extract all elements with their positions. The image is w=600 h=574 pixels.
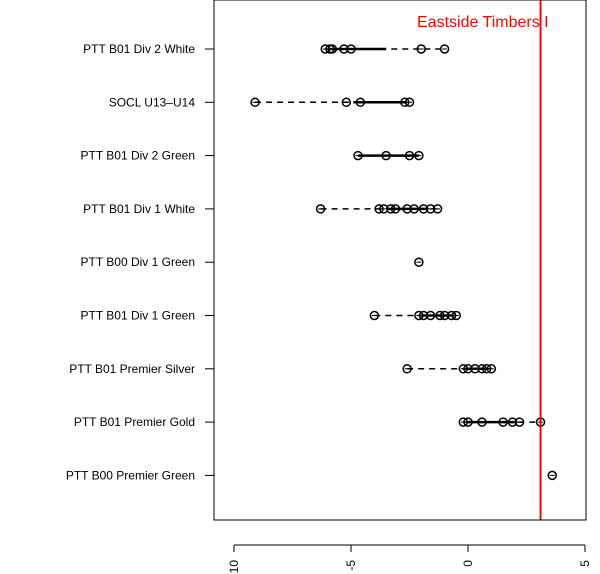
data-point — [404, 150, 415, 161]
category-label: PTT B01 Premier Gold — [74, 415, 195, 429]
data-point — [404, 97, 415, 108]
data-point — [379, 204, 389, 214]
data-point — [439, 44, 450, 54]
category-label: PTT B01 Div 2 White — [83, 42, 195, 56]
data-point — [425, 310, 436, 321]
x-axis: -10 -5 0 5 — [227, 544, 592, 574]
category-label: PTT B01 Div 2 Green — [81, 149, 196, 163]
x-tick-label: 5 — [578, 560, 592, 567]
data-point — [250, 97, 260, 108]
plot-border — [213, 0, 587, 521]
data-point — [341, 97, 352, 108]
data-point — [470, 364, 480, 374]
category-labels: PTT B01 Div 2 White SOCL U13–U14 PTT B01 D… — [66, 42, 195, 482]
data-point — [432, 204, 443, 214]
data-point — [463, 417, 473, 427]
category-label: PTT B00 Div 1 Green — [81, 255, 196, 269]
data-point — [409, 204, 419, 214]
data-point — [414, 150, 424, 161]
reference-line-label: Eastside Timbers I — [417, 14, 549, 31]
data-point — [439, 310, 450, 321]
data-point — [355, 97, 366, 108]
data-point — [402, 364, 412, 374]
data-point — [402, 204, 412, 214]
group-5 — [414, 257, 424, 267]
group-9 — [547, 470, 557, 481]
group-8 — [458, 417, 546, 427]
category-label: SOCL U13–U14 — [109, 95, 196, 109]
x-tick-label: 0 — [461, 560, 475, 567]
plot-area: Eastside Timbers I — [250, 0, 557, 520]
data-point — [425, 204, 436, 214]
category-ticks — [205, 48, 214, 476]
group-6 — [369, 310, 462, 321]
group-3 — [353, 150, 424, 161]
x-tick-label: -5 — [344, 560, 358, 571]
data-point — [315, 204, 326, 214]
data-point — [507, 417, 518, 427]
group-4 — [315, 204, 443, 214]
data-point — [381, 150, 391, 161]
data-point — [463, 364, 473, 374]
data-point — [514, 417, 525, 427]
data-point — [390, 204, 401, 214]
data-point — [486, 364, 497, 374]
data-point — [346, 44, 356, 54]
category-label: PTT B01 Div 1 White — [83, 202, 195, 216]
data-point — [414, 257, 424, 267]
data-point — [327, 44, 338, 54]
data-point — [418, 204, 429, 214]
group-1 — [320, 44, 450, 54]
group-7 — [402, 364, 497, 374]
data-point — [547, 470, 557, 481]
data-point — [477, 417, 487, 427]
data-point — [416, 44, 426, 54]
data-point — [353, 150, 363, 161]
category-label: PTT B01 Div 1 Green — [81, 309, 196, 323]
data-point — [369, 310, 380, 321]
data-point — [339, 44, 349, 54]
x-tick-label: -10 — [227, 560, 241, 574]
group-marks — [250, 44, 557, 481]
group-2 — [250, 97, 415, 108]
category-label: PTT B01 Premier Silver — [69, 362, 195, 376]
data-point — [418, 310, 429, 321]
data-point — [451, 310, 462, 321]
category-label: PTT B00 Premier Green — [66, 468, 195, 482]
data-point — [498, 417, 508, 427]
